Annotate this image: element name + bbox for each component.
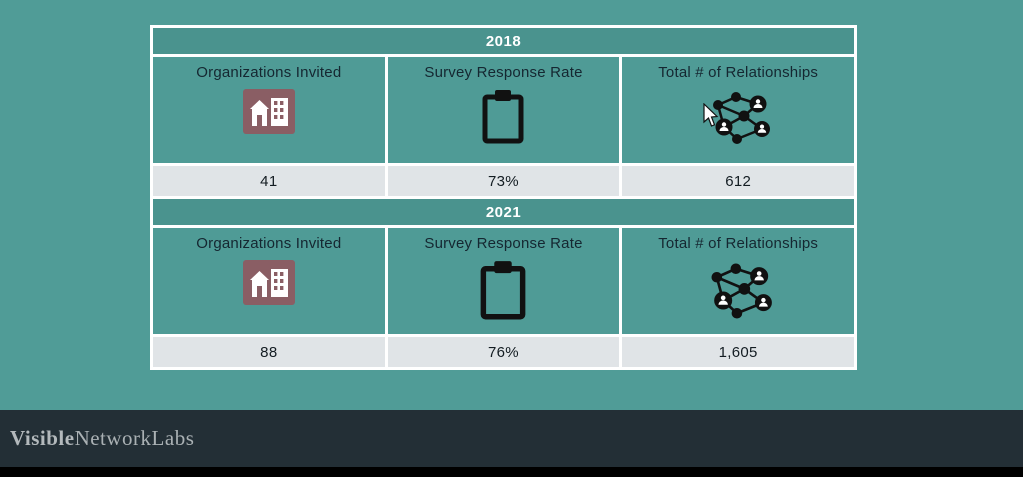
building-icon	[242, 89, 295, 163]
column-organizations-invited: Organizations Invited	[153, 228, 385, 334]
year-table-2018: 2018 Organizations Invited Survey Respon…	[153, 28, 854, 196]
stats-tables: 2018 Organizations Invited Survey Respon…	[150, 25, 857, 370]
column-total-relationships: Total # of Relationships	[622, 57, 854, 163]
column-label: Organizations Invited	[196, 235, 342, 252]
value-total-relationships: 1,605	[622, 337, 854, 367]
clipboard-icon	[482, 89, 524, 163]
building-icon	[242, 260, 295, 334]
brand-bar: VisibleNetworkLabs	[0, 410, 1023, 467]
year-header: 2018	[153, 28, 854, 54]
network-icon	[702, 260, 774, 334]
value-row: 41 73% 612	[153, 166, 854, 196]
column-label: Survey Response Rate	[424, 64, 583, 81]
column-organizations-invited: Organizations Invited	[153, 57, 385, 163]
column-label: Survey Response Rate	[424, 235, 583, 252]
slide-background: 2018 Organizations Invited Survey Respon…	[0, 0, 1023, 410]
value-total-relationships: 612	[622, 166, 854, 196]
column-label: Organizations Invited	[196, 64, 342, 81]
value-organizations-invited: 41	[153, 166, 385, 196]
mouse-cursor-icon	[703, 103, 719, 127]
column-label: Total # of Relationships	[658, 64, 819, 81]
brand-labs: Labs	[151, 426, 195, 450]
letterbox-strip	[0, 467, 1023, 477]
column-survey-response-rate: Survey Response Rate	[387, 228, 620, 334]
header-row: Organizations Invited Survey Response Ra…	[153, 57, 854, 163]
brand-network: Network	[74, 426, 152, 450]
clipboard-icon	[480, 260, 526, 334]
year-table-2021: 2021 Organizations Invited Survey Respon…	[153, 199, 854, 367]
value-organizations-invited: 88	[153, 337, 385, 367]
value-survey-response-rate: 76%	[387, 337, 620, 367]
column-total-relationships: Total # of Relationships	[622, 228, 854, 334]
brand-logo: VisibleNetworkLabs	[10, 426, 194, 451]
year-header: 2021	[153, 199, 854, 225]
value-survey-response-rate: 73%	[387, 166, 620, 196]
value-row: 88 76% 1,605	[153, 337, 854, 367]
column-label: Total # of Relationships	[658, 235, 819, 252]
brand-visible: Visible	[10, 426, 75, 450]
column-survey-response-rate: Survey Response Rate	[387, 57, 620, 163]
header-row: Organizations Invited Survey Response Ra…	[153, 228, 854, 334]
